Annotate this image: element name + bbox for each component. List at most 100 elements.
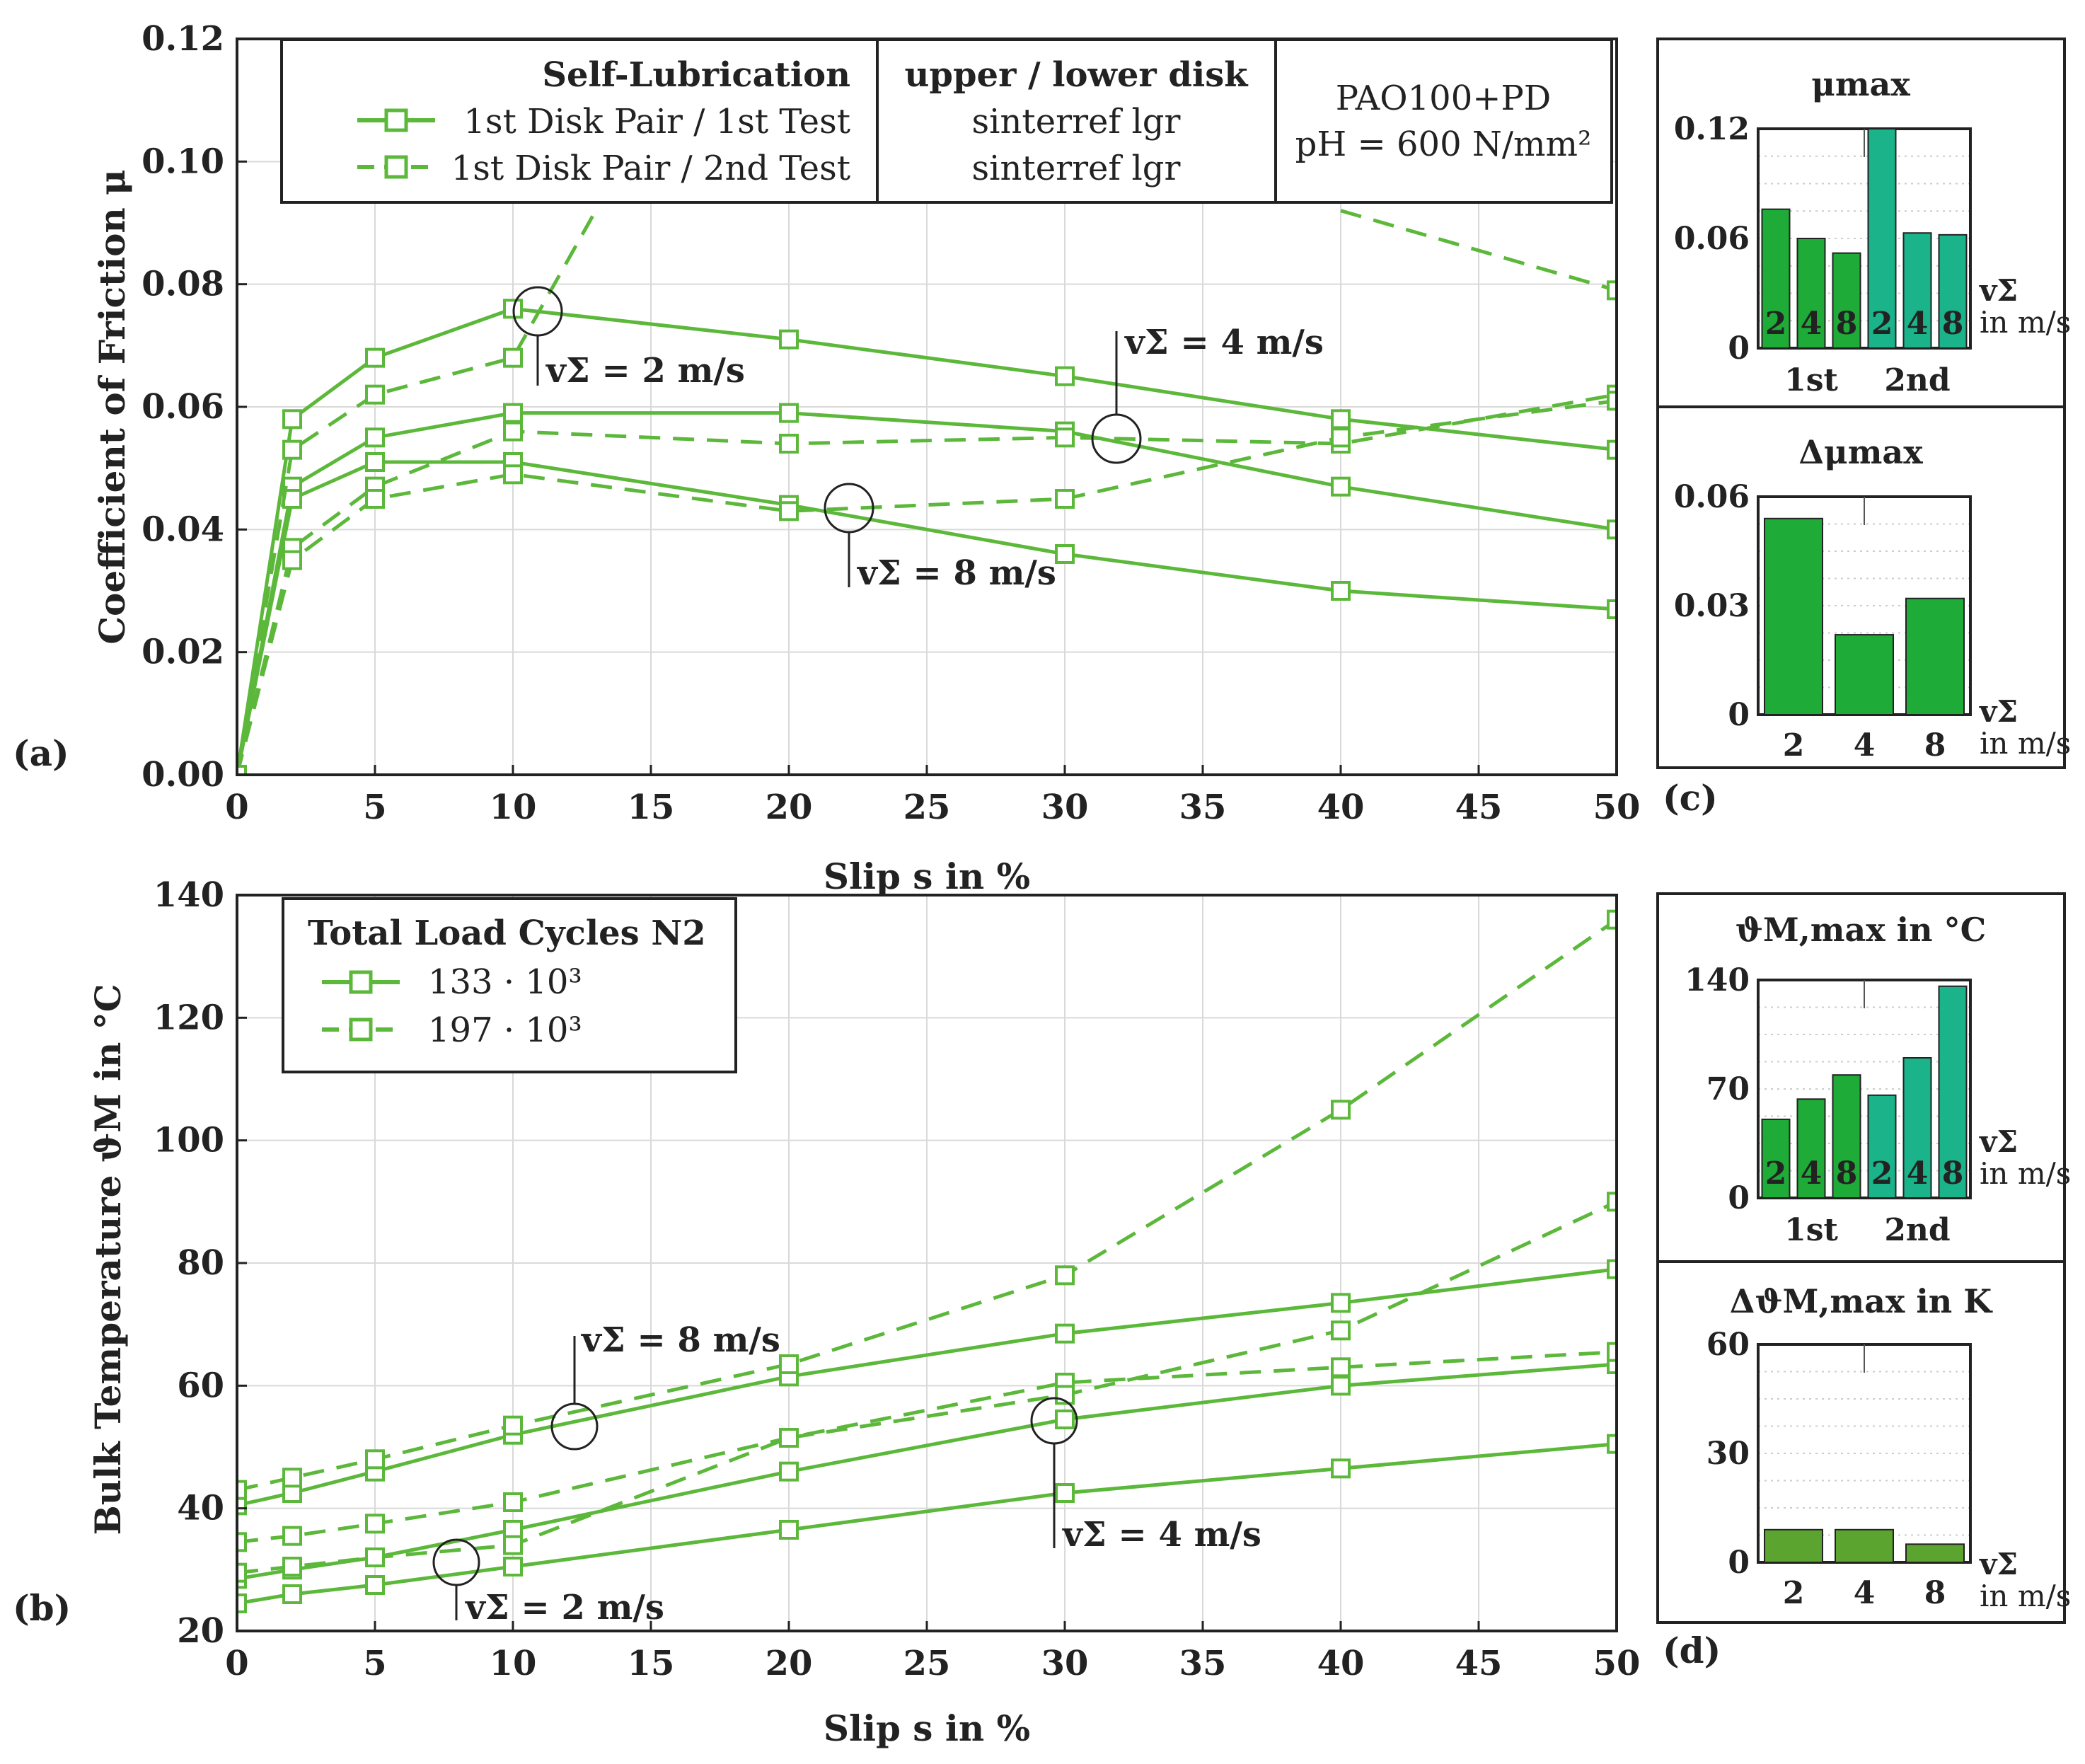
legend-dashed-marker — [349, 1018, 373, 1042]
bar-y-tick-label: 0 — [1728, 1545, 1750, 1581]
bar — [1835, 634, 1894, 715]
chart-b-series-line — [237, 1362, 1617, 1581]
chart-b-y-tick-label: 80 — [177, 1243, 224, 1283]
chart-a-data-point — [503, 464, 523, 485]
bar-y-tick-label: 0.06 — [1674, 479, 1750, 515]
bar-chart-delta-mu-max: Δμmax vΣ in m/s 0 0.03 0.06 2 4 8 — [1674, 433, 2072, 763]
chart-a-friction: 0 5 10 15 20 25 30 35 40 45 50 0.00 0.02 0.04 0.06 0.08… — [91, 19, 1640, 897]
chart-b-x-tick-label: 50 — [1593, 1644, 1641, 1683]
chart-b-data-point — [1055, 1483, 1075, 1503]
bar — [1761, 208, 1791, 349]
chart-b-data-point — [503, 1492, 523, 1512]
bar-inner-label: 8 — [1836, 306, 1858, 342]
chart-b-series-area — [237, 909, 1617, 1613]
bar — [1764, 517, 1823, 715]
bar-chart-title: ΔϑM,max in K — [1730, 1282, 1994, 1320]
chart-a-data-point — [1607, 280, 1617, 301]
chart-a-ylabel: Coefficient of Friction μ — [91, 169, 133, 645]
chart-b-y-tick-label: 40 — [177, 1489, 224, 1528]
chart-a-data-point — [365, 427, 385, 448]
bar-y-tick-label: 0 — [1728, 697, 1750, 733]
chart-b-annotation-v4: vΣ = 4 m/s — [1062, 1515, 1261, 1555]
chart-a-y-tick-label: 0.08 — [141, 265, 224, 304]
chart-a-data-point — [1607, 599, 1617, 619]
bar-chart-xunit: in m/s — [1980, 1156, 2071, 1191]
bar — [1867, 128, 1897, 349]
chart-b-data-point — [237, 1480, 247, 1500]
chart-a-data-point — [1331, 581, 1351, 601]
chart-a-y-tick-label: 0.04 — [141, 509, 224, 549]
chart-b-x-tick-label: 45 — [1455, 1644, 1503, 1683]
panel-d-frame — [1656, 892, 2066, 1624]
chart-a-series-line — [237, 398, 1617, 775]
bar — [1835, 1528, 1894, 1564]
chart-b-data-point — [282, 1468, 302, 1488]
chart-b-data-point — [503, 1535, 523, 1555]
bar — [1902, 232, 1932, 349]
bar-chart-xunit: in m/s — [1980, 726, 2071, 761]
chart-a-data-point — [1331, 409, 1351, 430]
chart-a-legend-entry-2: 1st Disk Pair / 2nd Test — [451, 149, 850, 188]
chart-b-data-point — [282, 1584, 302, 1604]
chart-b-x-tick-label: 20 — [766, 1644, 813, 1683]
chart-a-legend-entry-1: 1st Disk Pair / 1st Test — [463, 102, 850, 142]
chart-a-x-tick-label: 10 — [490, 788, 537, 827]
chart-b-xlabel: Slip s in % — [824, 1707, 1030, 1749]
chart-a-data-point — [365, 384, 385, 405]
chart-b-legend-entry-1: 133 · 10³ — [428, 962, 582, 1002]
chart-b-data-point — [779, 1461, 799, 1482]
chart-b-data-point — [282, 1526, 302, 1546]
chart-a-legend-title: Self-Lubrication — [542, 55, 850, 95]
bar-inner-label: 8 — [1942, 1155, 1964, 1192]
chart-a-x-tick-label: 45 — [1455, 788, 1503, 827]
bar-chart-title: Δμmax — [1798, 433, 1923, 471]
chart-b-y-tick-label: 100 — [154, 1121, 224, 1160]
chart-a-data-point — [779, 403, 799, 423]
bar — [1796, 238, 1826, 349]
chart-b-x-tick-label: 30 — [1041, 1644, 1089, 1683]
panel-label-d: (d) — [1663, 1630, 1721, 1671]
chart-a-series-line — [237, 209, 598, 775]
bar — [1905, 1543, 1965, 1563]
legend-dashed-marker — [384, 155, 408, 179]
chart-a-data-point — [503, 403, 523, 423]
chart-a-data-point — [503, 421, 523, 442]
bar-y-tick-label: 0 — [1728, 1180, 1750, 1216]
chart-a-legend-col3-line2: pH = 600 N/mm² — [1295, 125, 1592, 164]
chart-b-series — [237, 909, 1617, 1613]
chart-b-data-point — [365, 1547, 385, 1567]
chart-a-y-tick-label: 0.00 — [141, 755, 224, 795]
chart-a-y-tick-label: 0.02 — [141, 633, 224, 672]
chart-b-data-point — [282, 1557, 302, 1576]
chart-a-data-point — [365, 452, 385, 472]
chart-a-data-point — [1055, 544, 1075, 564]
panel-c-frame — [1656, 38, 2066, 769]
chart-a-data-point — [1055, 427, 1075, 448]
chart-b-data-point — [1607, 1342, 1617, 1362]
chart-b-data-point — [365, 1575, 385, 1595]
chart-b-temperature: 0 5 10 15 20 25 30 35 40 45 50 20 40 60 80 100 120 140 Sl… — [87, 875, 1640, 1749]
panel-label-c: (c) — [1663, 777, 1718, 819]
chart-b-data-point — [1607, 1259, 1617, 1279]
bar-chart-title: μmax — [1811, 65, 1910, 103]
chart-a-series-line — [1340, 209, 1617, 292]
bar-inner-label: 4 — [1907, 306, 1929, 342]
bar — [1761, 1118, 1791, 1199]
chart-b-x-tick-label: 5 — [363, 1644, 386, 1683]
chart-b-annotation-v2: vΣ = 2 m/s — [465, 1588, 664, 1627]
bar — [1832, 252, 1861, 349]
chart-a-data-point — [779, 434, 799, 454]
chart-b-data-point — [237, 1562, 247, 1583]
chart-a-ticks: 0 5 10 15 20 25 30 35 40 45 50 0.00 0.02 0.04 0.06 0.08… — [141, 19, 1640, 827]
bar — [1796, 1098, 1826, 1199]
bar-chart-xlabel: vΣ — [1979, 1547, 2018, 1581]
chart-b-series-line — [237, 918, 1617, 1492]
chart-b-y-tick-label: 140 — [154, 875, 224, 915]
bar-category-label: 4 — [1854, 1575, 1876, 1611]
chart-a-x-tick-label: 40 — [1317, 788, 1365, 827]
chart-a-data-point — [1607, 391, 1617, 411]
chart-a-y-tick-label: 0.06 — [141, 387, 224, 427]
bar-inner-label: 2 — [1765, 306, 1787, 342]
chart-b-legend: Total Load Cycles N2 133 · 10³ 197 · 10³ — [282, 897, 737, 1073]
